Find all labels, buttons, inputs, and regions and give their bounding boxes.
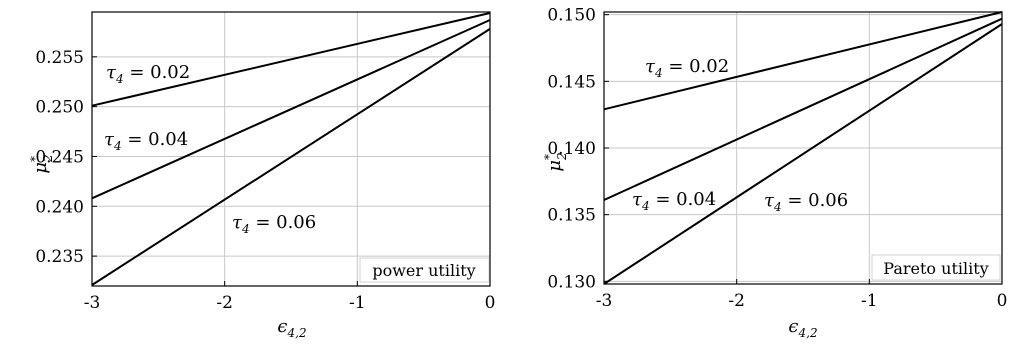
right-series-line-1 (603, 17, 1003, 201)
left-annotation-box (359, 257, 490, 283)
left-ticks: -3 -2 -1 0 0.235 0.240 0.245 0.250 0.255 (35, 48, 495, 313)
left-y-axis-label: μ*2 (28, 154, 55, 173)
right-grid (604, 12, 1002, 284)
right-chart-panel: -3 -2 -1 0 0.130 0.135 0.140 0.145 0.150 μ*2 ϵ4,… (542, 6, 1007, 340)
right-series-line-2 (603, 23, 1003, 285)
left-series-line-0 (91, 12, 491, 107)
right-annotation-box (871, 254, 1001, 281)
right-series-label-1: τ4 = 0.04 (632, 189, 716, 213)
right-y-tick-label: 0.130 (547, 272, 596, 292)
left-series-layer (91, 12, 491, 286)
left-series-label-1: τ4 = 0.04 (104, 129, 188, 153)
left-y-tick-label: 0.240 (35, 197, 84, 217)
left-series-line-1 (91, 19, 491, 200)
left-x-tick-label: -2 (216, 293, 233, 313)
left-plot-frame (91, 11, 491, 287)
left-x-axis-label: ϵ4,2 (277, 316, 306, 340)
right-series-label-0: τ4 = 0.02 (645, 56, 729, 80)
left-x-tick-label: 0 (485, 293, 496, 313)
right-x-tick-label: -2 (728, 291, 745, 311)
left-y-tick-label: 0.255 (35, 48, 84, 68)
left-series-label-2: τ4 = 0.06 (232, 212, 316, 236)
right-annotation-text: Pareto utility (883, 259, 988, 278)
left-x-tick-label: -3 (84, 293, 101, 313)
right-series-label-2: τ4 = 0.06 (764, 190, 848, 214)
right-y-tick-label: 0.140 (547, 139, 596, 159)
right-series-layer (603, 11, 1003, 285)
right-series-line-0 (603, 11, 1003, 111)
left-y-tick-label: 0.245 (35, 147, 84, 167)
left-y-tick-label: 0.250 (35, 98, 84, 118)
svg-text:μ*2: μ*2 (542, 152, 569, 171)
svg-text:μ*2: μ*2 (28, 154, 55, 173)
right-x-tick-label: -3 (596, 291, 613, 311)
right-x-tick-label: 0 (997, 291, 1008, 311)
left-series-label-0: τ4 = 0.02 (106, 62, 190, 86)
right-y-tick-label: 0.135 (547, 206, 596, 226)
left-chart-panel: -3 -2 -1 0 0.235 0.240 0.245 0.250 0.255 μ*2 ϵ4,… (28, 11, 495, 340)
left-y-tick-label: 0.235 (35, 247, 84, 267)
right-y-tick-label: 0.145 (547, 72, 596, 92)
left-series-line-2 (91, 28, 491, 286)
right-ticks: -3 -2 -1 0 0.130 0.135 0.140 0.145 0.150 (547, 6, 1007, 311)
left-annotation-text: power utility (372, 261, 475, 280)
right-y-tick-label: 0.150 (547, 6, 596, 26)
right-x-tick-label: -1 (861, 291, 878, 311)
left-ylabel-text: μ*2 (28, 154, 55, 173)
right-y-axis-label: μ*2 (542, 152, 569, 171)
right-ylabel-text: μ*2 (542, 152, 569, 171)
right-x-axis-label: ϵ4,2 (788, 316, 817, 340)
left-x-tick-label: -1 (349, 293, 366, 313)
